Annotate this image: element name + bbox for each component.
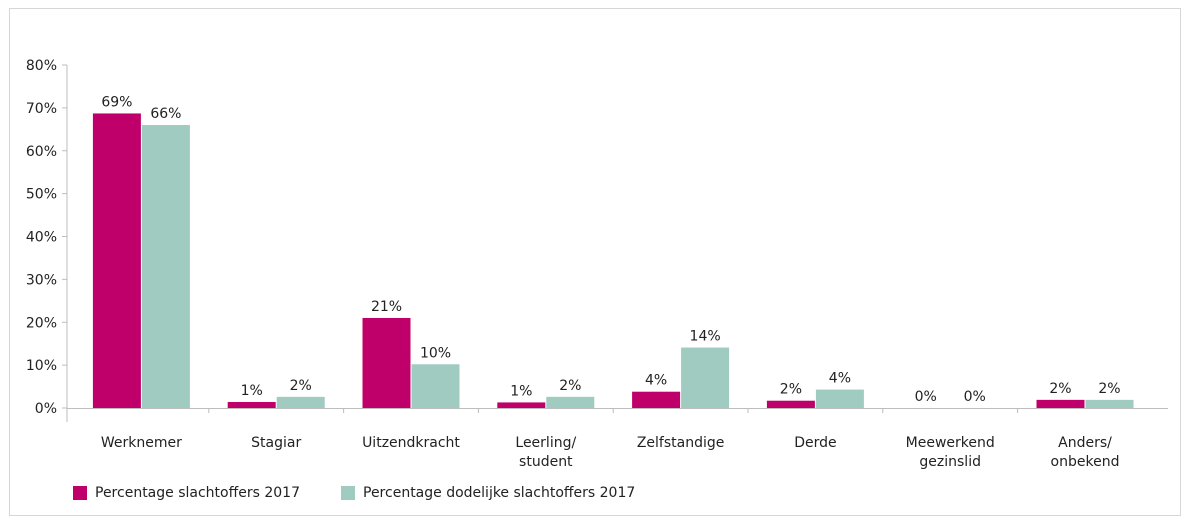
legend-label: Percentage dodelijke slachtoffers 2017: [363, 485, 635, 501]
data-label: 69%: [101, 94, 132, 110]
y-tick-label: 80%: [26, 58, 57, 74]
legend-label: Percentage slachtoffers 2017: [95, 485, 300, 501]
category-label: Stagiar: [251, 435, 301, 451]
category-label: Werknemer: [101, 435, 182, 451]
data-label: 0%: [915, 389, 937, 405]
bar: [815, 389, 864, 408]
bar: [1036, 399, 1085, 408]
category-label: Meewerkend: [906, 435, 995, 451]
y-tick-label: 0%: [35, 401, 57, 417]
data-label: 66%: [150, 106, 181, 122]
data-label: 21%: [371, 299, 402, 315]
bar: [227, 401, 276, 408]
bar: [362, 317, 411, 408]
legend-swatch: [73, 486, 87, 500]
category-label: Uitzendkracht: [362, 435, 460, 451]
bar: [546, 396, 595, 408]
category-label: Zelfstandige: [637, 435, 725, 451]
category-label: Anders/: [1058, 435, 1112, 451]
y-tick-label: 30%: [26, 272, 57, 288]
data-label: 1%: [510, 383, 532, 399]
bar: [632, 391, 681, 408]
category-label: gezinslid: [919, 454, 981, 470]
data-label: 10%: [420, 345, 451, 361]
data-label: 14%: [690, 329, 721, 345]
data-label: 2%: [559, 378, 581, 394]
y-tick-label: 40%: [26, 230, 57, 246]
legend-swatch: [341, 486, 355, 500]
data-label: 4%: [645, 373, 667, 389]
data-label: 2%: [290, 378, 312, 394]
y-tick-label: 20%: [26, 315, 57, 331]
category-label: onbekend: [1051, 454, 1120, 470]
data-label: 1%: [241, 383, 263, 399]
bar: [766, 400, 815, 408]
category-label: Leerling/: [515, 435, 576, 451]
data-label: 2%: [1098, 381, 1120, 397]
category-label: Derde: [794, 435, 836, 451]
y-tick-label: 60%: [26, 144, 57, 160]
bar: [1085, 399, 1134, 408]
data-label: 2%: [1049, 381, 1071, 397]
data-label: 2%: [780, 382, 802, 398]
bar-chart: 0% 10% 20% 30% 40% 50% 60% 70% 80% 69% 66% Werkneme…: [26, 58, 1168, 501]
bar: [411, 364, 460, 408]
y-tick-label: 70%: [26, 101, 57, 117]
data-label: 4%: [829, 371, 851, 387]
bar: [92, 113, 141, 408]
data-label: 0%: [964, 389, 986, 405]
chart-frame: 0% 10% 20% 30% 40% 50% 60% 70% 80% 69% 66% Werkneme…: [9, 8, 1181, 516]
bar: [681, 347, 730, 408]
bar: [497, 402, 546, 408]
y-tick-label: 10%: [26, 358, 57, 374]
y-tick-label: 50%: [26, 187, 57, 203]
bar: [276, 396, 325, 408]
bar: [141, 125, 190, 409]
category-label: student: [519, 454, 573, 470]
